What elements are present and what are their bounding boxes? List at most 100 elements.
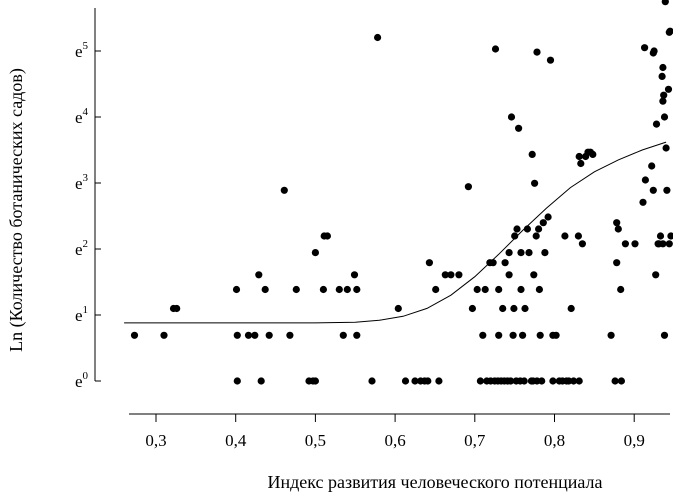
- data-point: [432, 285, 440, 294]
- x-tick-label: 0,8: [544, 431, 565, 450]
- data-point: [650, 47, 658, 55]
- data-point: [517, 249, 525, 257]
- data-point: [455, 271, 463, 279]
- data-point: [335, 285, 343, 294]
- data-point: [530, 271, 538, 279]
- data-point: [617, 377, 626, 385]
- data-point: [343, 285, 351, 294]
- x-tick-label: 0,4: [225, 431, 247, 450]
- data-point: [501, 259, 509, 267]
- data-point: [473, 285, 481, 294]
- data-point: [546, 56, 555, 64]
- data-point: [659, 97, 667, 105]
- data-point: [265, 331, 273, 339]
- data-point: [631, 240, 639, 248]
- data-point: [491, 45, 500, 53]
- data-point: [350, 271, 359, 279]
- y-tick-label: e1: [75, 304, 88, 325]
- data-point: [261, 285, 269, 294]
- data-point: [468, 304, 476, 313]
- data-point: [641, 176, 650, 184]
- data-point: [368, 377, 376, 385]
- data-point: [173, 304, 181, 313]
- data-point: [525, 249, 533, 257]
- data-point: [339, 331, 347, 339]
- data-point: [481, 285, 489, 294]
- data-point: [538, 377, 546, 385]
- data-point: [660, 331, 669, 339]
- x-tick-label: 0,5: [305, 431, 326, 450]
- data-point: [665, 240, 673, 248]
- data-point: [425, 259, 433, 267]
- data-point: [255, 271, 263, 279]
- data-point: [532, 232, 540, 240]
- data-point: [323, 232, 331, 240]
- data-point: [533, 48, 541, 56]
- y-tick-label: e3: [75, 172, 89, 193]
- data-point: [561, 232, 569, 240]
- data-point: [567, 304, 575, 313]
- data-point: [286, 331, 294, 339]
- y-axis-title: Ln (Количество ботанических садов): [6, 68, 27, 352]
- data-point: [574, 232, 583, 240]
- data-point: [528, 150, 536, 158]
- data-point: [257, 377, 265, 385]
- data-point: [666, 27, 673, 35]
- data-point: [570, 377, 578, 385]
- x-tick-label: 0,6: [384, 431, 405, 450]
- data-point: [662, 144, 670, 152]
- data-point: [521, 304, 529, 313]
- data-point: [280, 186, 288, 194]
- data-point: [232, 285, 241, 294]
- x-tick-label: 0,7: [464, 431, 486, 450]
- data-point: [660, 113, 669, 121]
- data-point: [489, 259, 497, 267]
- data-point: [641, 44, 649, 52]
- data-point: [536, 331, 544, 339]
- data-point: [652, 120, 661, 128]
- data-point: [639, 198, 647, 206]
- data-point: [510, 304, 518, 313]
- data-point: [535, 225, 543, 233]
- data-point: [511, 232, 519, 240]
- data-point: [649, 186, 657, 194]
- data-point: [658, 72, 666, 80]
- data-point: [411, 377, 419, 385]
- data-point: [667, 232, 673, 240]
- data-point: [435, 377, 443, 385]
- y-tick-label: e4: [75, 106, 89, 127]
- data-point: [495, 285, 503, 294]
- data-point: [424, 377, 432, 385]
- data-point: [539, 219, 547, 227]
- data-point: [401, 377, 410, 385]
- data-point: [292, 285, 300, 294]
- data-point: [476, 377, 484, 385]
- data-point: [479, 331, 487, 339]
- data-point: [613, 259, 621, 267]
- data-point: [499, 304, 507, 313]
- data-point: [447, 271, 455, 279]
- data-point: [661, 0, 669, 6]
- y-tick-label: e5: [75, 40, 89, 61]
- data-point: [660, 91, 668, 99]
- data-point: [541, 249, 549, 257]
- data-point: [575, 152, 583, 161]
- data-point: [495, 331, 503, 339]
- data-point: [233, 331, 241, 339]
- data-point: [659, 240, 667, 248]
- data-point: [507, 377, 515, 385]
- data-points-layer: [130, 0, 673, 385]
- data-point: [505, 271, 513, 279]
- data-point: [577, 159, 585, 168]
- data-point: [353, 285, 361, 294]
- data-point: [652, 271, 660, 279]
- data-point: [251, 331, 259, 339]
- data-point: [663, 186, 671, 194]
- data-point: [575, 377, 583, 385]
- data-point: [614, 225, 622, 233]
- data-point: [617, 285, 625, 294]
- data-point: [664, 85, 673, 93]
- data-point: [515, 124, 523, 132]
- data-point: [611, 377, 619, 385]
